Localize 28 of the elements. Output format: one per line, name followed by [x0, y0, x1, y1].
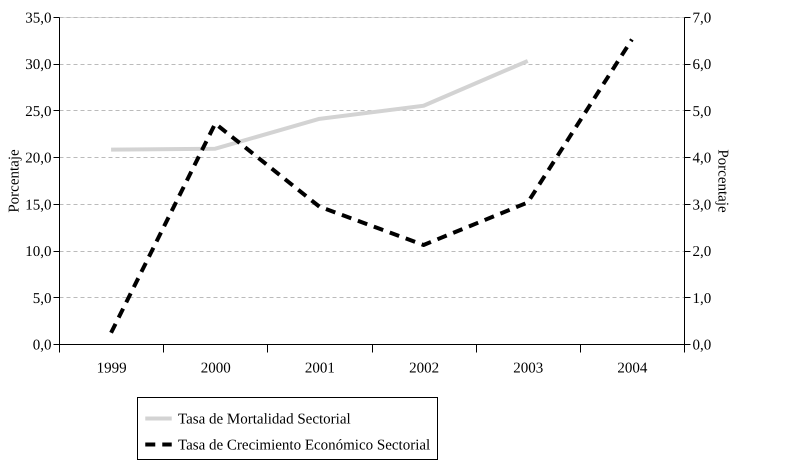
x-tick-label: 2001 [304, 360, 335, 376]
y-tick-label: 20,0 [25, 150, 52, 167]
y-axis-title: Porcentaje [6, 149, 22, 213]
x-tick-label: 2000 [200, 360, 231, 376]
y2-tick-label: 2,0 [692, 244, 712, 260]
y2-tick-label: 3,0 [692, 197, 712, 214]
y2-tick-label: 5,0 [692, 104, 712, 120]
y-tick-label: 10,0 [25, 244, 52, 260]
x-tick-label: 2003 [513, 360, 544, 376]
legend-label: Tasa de Mortalidad Sectorial [178, 412, 351, 428]
y2-tick-label: 4,0 [692, 150, 712, 167]
y-tick-label: 0,0 [32, 338, 52, 354]
y2-tick-label: 7,0 [692, 10, 712, 26]
y2-tick-label: 1,0 [692, 290, 712, 307]
line-series [109, 37, 634, 335]
y2-axis-title: Porcentaje [714, 149, 730, 213]
y2-tick-label: 0,0 [692, 338, 712, 354]
line-series [109, 58, 530, 152]
y-tick-label: 5,0 [32, 290, 52, 307]
x-tick-label: 2002 [409, 360, 440, 376]
y2-tick-label: 6,0 [692, 57, 712, 74]
x-tick-label: 2004 [617, 360, 648, 376]
legend-label: Tasa de Crecimiento Económico Sectorial [178, 438, 430, 454]
y-tick-label: 30,0 [25, 57, 52, 74]
x-tick-label: 1999 [96, 360, 127, 376]
y-tick-label: 15,0 [25, 197, 52, 214]
y-tick-label: 35,0 [25, 10, 52, 26]
y-tick-label: 25,0 [25, 104, 52, 120]
